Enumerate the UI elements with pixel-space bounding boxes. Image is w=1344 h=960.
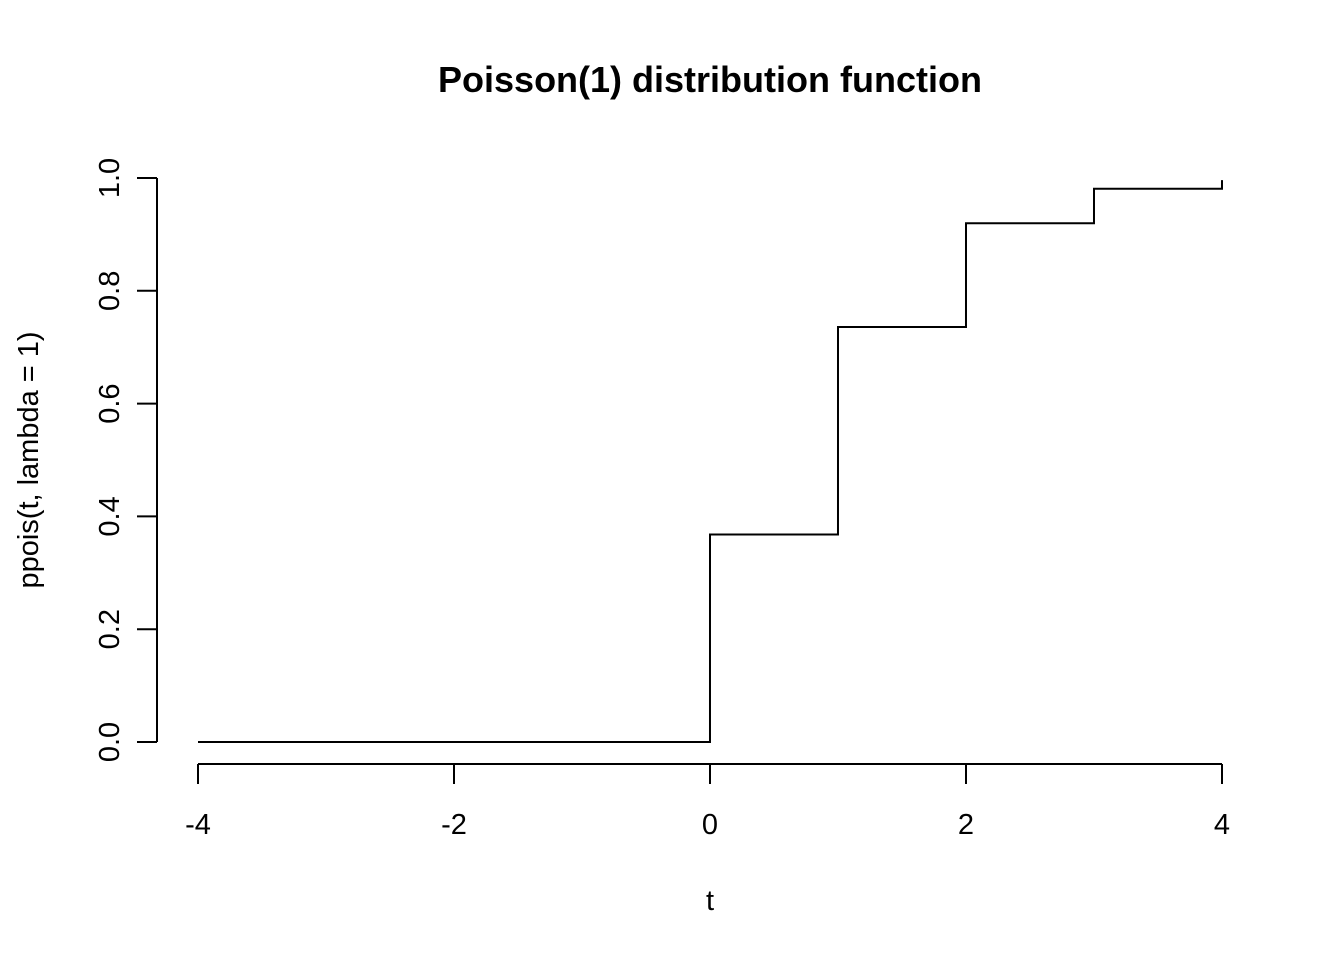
x-tick-label: -2 [441,809,467,841]
series-layer [198,180,1223,743]
y-tick-label: 1.0 [94,158,126,198]
x-axis-ticks: -4 -2 0 2 4 [185,764,1230,841]
y-tick-label: 0.4 [94,496,126,536]
x-tick-label: 0 [702,809,718,841]
x-tick-label: 4 [1214,809,1230,841]
y-tick-label: 0.6 [94,383,126,423]
chart-title: Poisson(1) distribution function [438,59,982,100]
x-tick-label: 2 [958,809,974,841]
x-tick-label: -4 [185,809,211,841]
y-axis-label: ppois(t, lambda = 1) [13,331,45,588]
y-tick-label: 0.2 [94,609,126,649]
y-tick-label: 0.0 [94,722,126,762]
series-line [198,180,1223,743]
y-tick-label: 0.8 [94,271,126,311]
y-axis-ticks: 0.0 0.2 0.4 0.6 0.8 1.0 [94,158,157,762]
x-axis-label: t [706,885,714,917]
